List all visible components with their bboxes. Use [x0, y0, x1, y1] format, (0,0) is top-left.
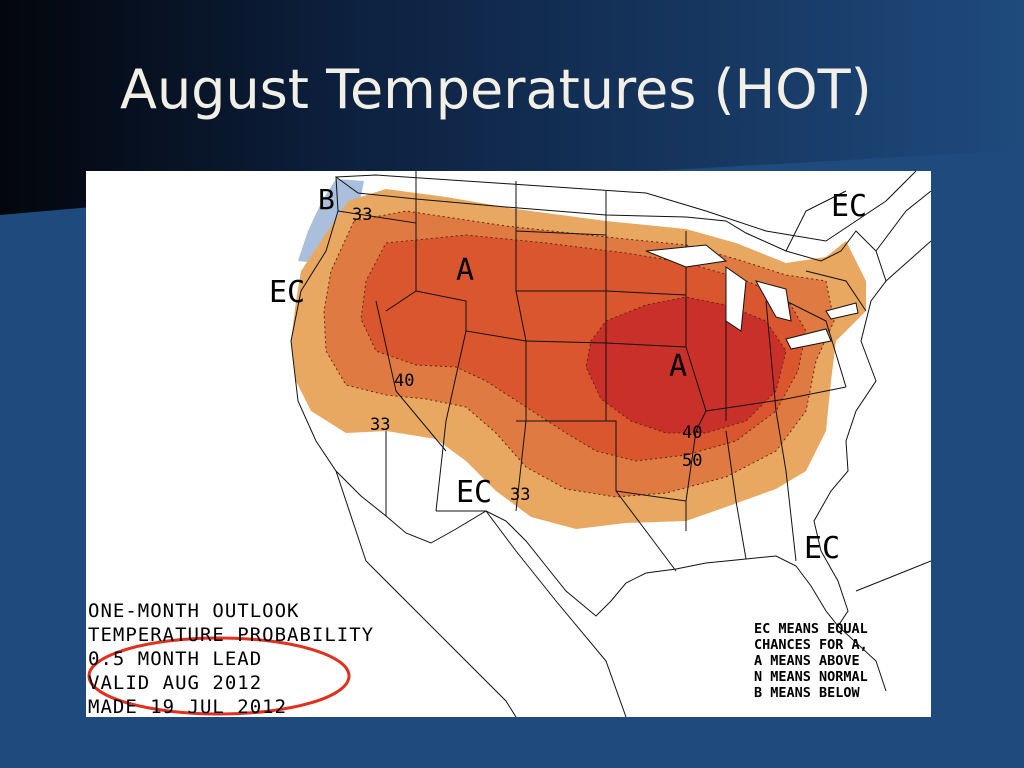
great-lakes — [645, 244, 728, 268]
legend-line: A MEANS ABOVE — [754, 653, 860, 669]
legend-line: B MEANS BELOW — [754, 685, 860, 701]
label-40-se: 40 — [682, 423, 703, 443]
below-normal-region — [298, 179, 364, 263]
label-33-nw: 33 — [352, 205, 373, 225]
map-graphic — [86, 171, 931, 717]
outlook-line: VALID AUG 2012 — [88, 672, 263, 694]
label-ec-south: EC — [456, 475, 493, 510]
label-ec-florida: EC — [804, 531, 841, 566]
label-b-northwest: B — [318, 183, 335, 216]
temperature-outlook-map: EC EC EC EC B A A 33 40 33 33 40 50 ONE-… — [86, 171, 931, 717]
outlook-line: ONE-MONTH OUTLOOK — [88, 600, 300, 622]
above-60-region — [586, 297, 786, 433]
label-33-south: 33 — [510, 485, 531, 505]
highlight-circle — [87, 636, 351, 716]
slide-title: August Temperatures (HOT) — [120, 58, 872, 121]
outlook-line: TEMPERATURE PROBABILITY — [88, 624, 375, 646]
label-33-sw: 33 — [370, 415, 391, 435]
legend-line: N MEANS NORMAL — [754, 669, 868, 685]
label-a-midwest: A — [669, 349, 688, 384]
label-ec-west: EC — [269, 275, 306, 310]
label-50-se: 50 — [682, 451, 703, 471]
label-a-north: A — [456, 253, 475, 288]
legend-line: CHANCES FOR A, — [754, 637, 868, 653]
outlook-line: MADE 19 JUL 2012 — [88, 696, 288, 717]
outlook-line: 0.5 MONTH LEAD — [88, 648, 263, 670]
label-ec-northeast: EC — [831, 189, 868, 224]
legend-line: EC MEANS EQUAL — [754, 621, 868, 637]
legend: EC MEANS EQUAL CHANCES FOR A, A MEANS ABOV… — [754, 621, 868, 701]
label-40-west: 40 — [394, 371, 415, 391]
outlook-info: ONE-MONTH OUTLOOK TEMPERATURE PROBABILITY… — [88, 599, 374, 717]
